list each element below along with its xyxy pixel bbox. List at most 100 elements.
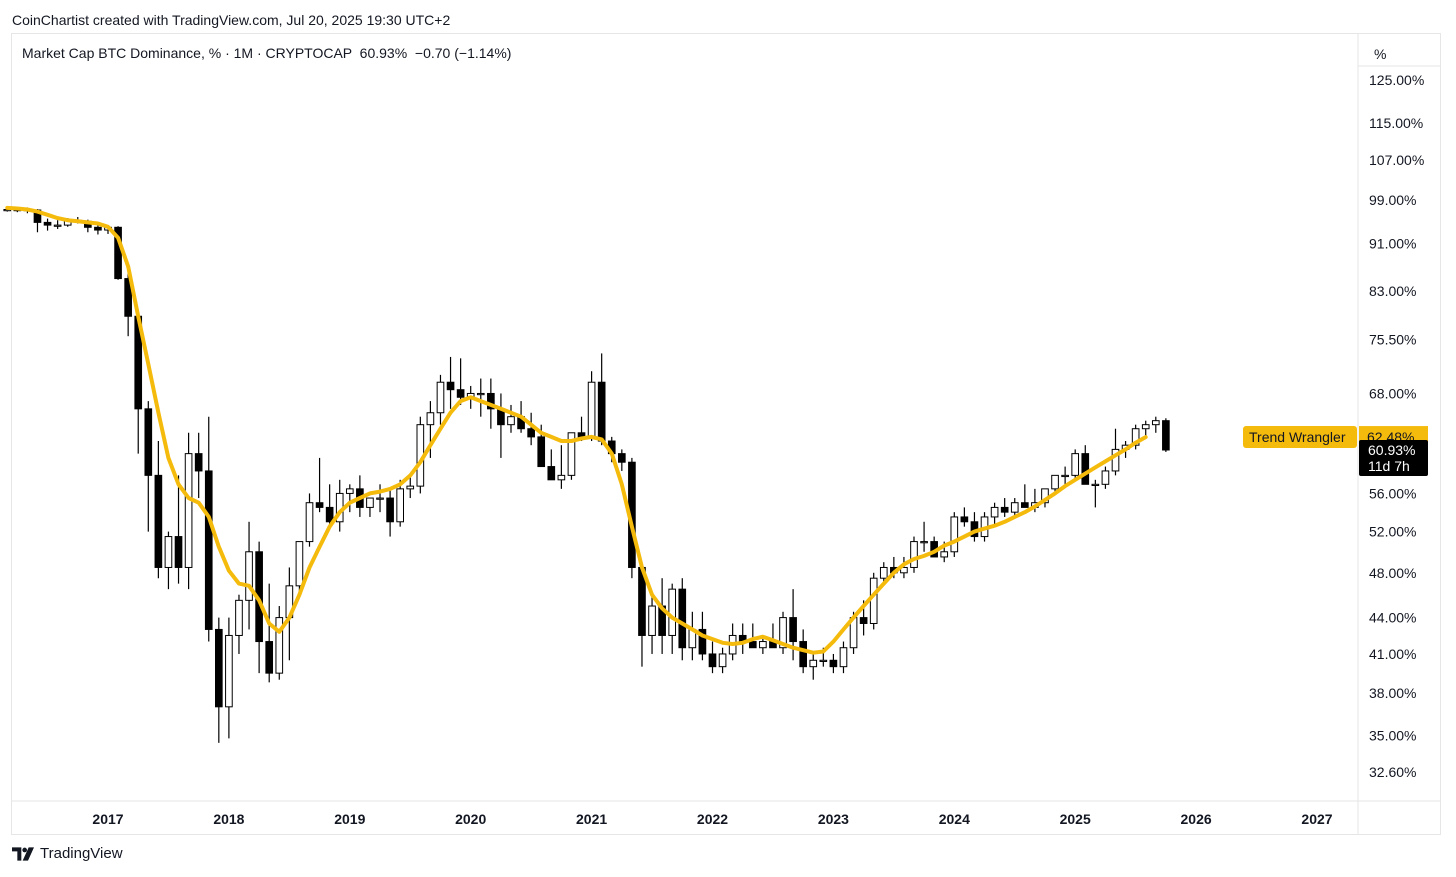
candle [124,272,132,337]
candle [325,484,334,527]
candle [1162,418,1170,452]
candle-body-up [1111,448,1120,472]
candle-body-up [759,641,767,649]
last-price-label: 60.93% [1368,442,1415,458]
axis-lines [12,34,1441,834]
candle [204,416,213,642]
candle-body-up [275,617,284,674]
candle-body-up [245,551,253,601]
candle-body-up [869,577,878,624]
candle [678,578,687,661]
x-tick-label: 2020 [455,811,486,827]
candle-body-up [839,647,848,668]
candle-body-down [829,659,838,668]
x-tick-label: 2027 [1301,811,1332,827]
candle [779,611,787,654]
candle [910,536,918,573]
y-tick-label: 56.00% [1369,485,1416,501]
candle-body-down [124,278,132,317]
candle [456,358,465,405]
y-tick-label: 107.00% [1369,152,1424,168]
x-axis[interactable]: 2017 2018 2019 2020 2021 2022 2023 2024 2025 2026… [92,811,1332,827]
candle-body-up [426,412,435,426]
x-tick-label: 2024 [939,811,970,827]
candle-body-down [708,653,717,668]
x-tick-label: 2017 [92,811,123,827]
candle-body-down [859,617,868,624]
candle [1051,474,1059,494]
price-labels: Trend Wrangler 62.48%60.93%11d 7h [1243,426,1428,476]
candle [658,578,666,654]
candle [154,441,163,579]
y-axis-unit-label[interactable]: % [1374,46,1386,62]
y-axis[interactable]: % 125.00% 115.00% 107.00% 99.00% 91.00% 83.00%… [1369,46,1424,780]
candle [1111,428,1120,476]
candle [265,583,274,683]
x-tick-label: 2023 [818,811,849,827]
candle-body-down [94,226,102,231]
candle-body-down [698,628,707,655]
trend-wrangler-line [5,205,1148,655]
candle-body-up [819,659,828,662]
x-tick-label: 2022 [697,811,728,827]
candle-body-up [164,536,173,568]
tradingview-logo[interactable]: TradingView [12,845,123,862]
candle [648,594,656,654]
candle [829,653,838,674]
y-tick-label: 99.00% [1369,192,1416,208]
candle-body-down [547,466,556,481]
candle [900,556,908,579]
candle [587,371,596,442]
candle-body-down [1081,453,1090,485]
candle [597,353,606,446]
candle-body-up [990,506,999,518]
candle-body-down [960,516,969,523]
candle [345,484,354,513]
y-tick-label: 32.60% [1369,764,1416,780]
candle-body-up [718,653,727,668]
candle-body-down [315,502,324,508]
candle-body-up [1010,502,1019,513]
candle [638,564,646,667]
candle [920,521,928,552]
x-tick-label: 2025 [1060,811,1091,827]
candle [1000,498,1009,517]
candle-body-up [779,617,787,649]
y-tick-label: 91.00% [1369,235,1416,251]
legend-symbol: Market Cap BTC Dominance, % · 1M · CRYPT… [22,45,352,61]
candle-body-down [43,221,52,226]
candle-body-up [940,551,949,558]
candle-body-up [1101,470,1110,485]
bar-countdown-label: 11d 7h [1368,458,1410,474]
candle [1091,479,1100,508]
y-tick-label: 48.00% [1369,565,1416,581]
candle [879,562,888,584]
candle [436,374,445,425]
candle-body-down [1162,420,1170,451]
candle [376,484,384,513]
candle-body-down [537,436,546,468]
y-tick-label: 41.00% [1369,646,1416,662]
candle-body-down [215,628,223,708]
y-tick-label: 83.00% [1369,283,1416,299]
candle [366,497,374,517]
trend-wrangler-name-tag [1243,426,1357,449]
candle-body-down [527,428,535,438]
candle-body-up [809,659,818,668]
candle-body-up [436,381,445,414]
candle [446,356,455,409]
candle [970,512,979,542]
tradingview-logo-icon [12,846,34,861]
x-tick-label: 2026 [1181,811,1212,827]
candle-body-down [1021,502,1029,508]
candle-body-down [144,408,153,476]
candle [245,521,253,630]
candle-body-up [184,453,193,568]
candle [396,479,404,527]
candle [1061,466,1069,485]
legend-change: −0.70 (−1.14%) [414,45,512,61]
candle-body-up [1091,483,1100,487]
x-tick-label: 2021 [576,811,607,827]
candle [164,531,173,590]
